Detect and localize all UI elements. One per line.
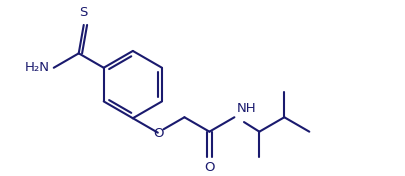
Text: H₂N: H₂N — [25, 61, 50, 74]
Text: NH: NH — [236, 102, 255, 115]
Text: S: S — [79, 6, 88, 19]
Text: O: O — [153, 127, 164, 140]
Text: O: O — [204, 161, 214, 174]
